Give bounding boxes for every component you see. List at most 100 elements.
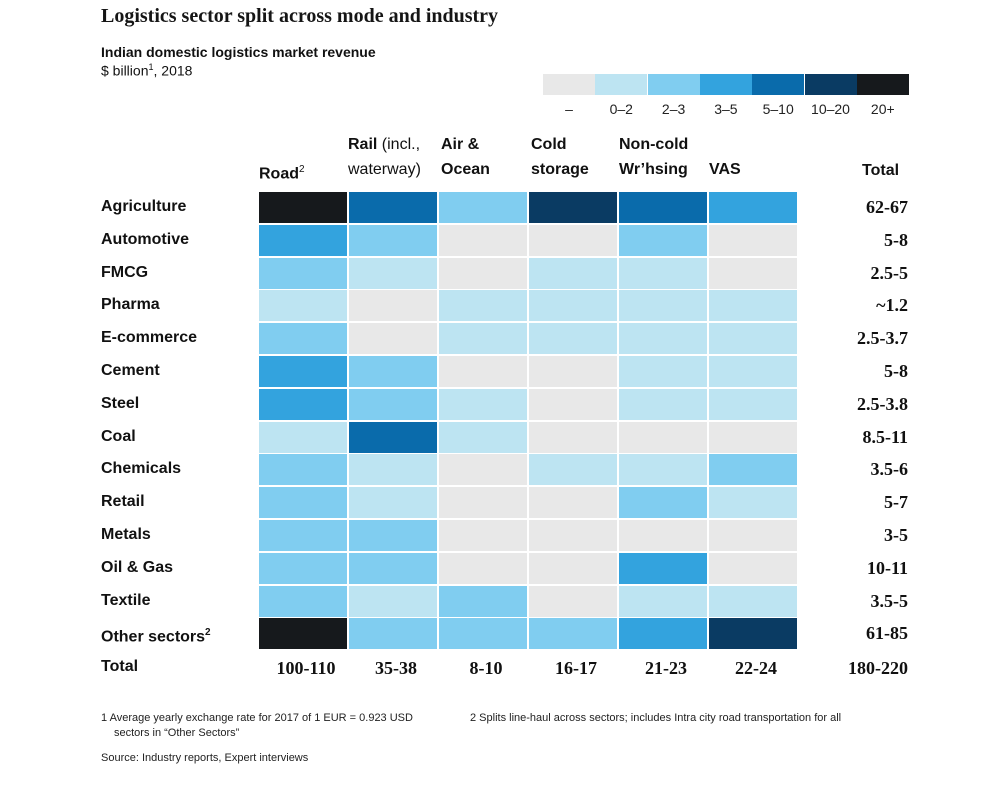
grand-total: 180-220 (848, 658, 908, 678)
heatmap-cell (529, 421, 617, 453)
column-total: 16-17 (555, 658, 597, 678)
heatmap-cell (259, 618, 347, 650)
row-label-text: Agriculture (101, 198, 187, 215)
row-label: Steel (101, 394, 139, 414)
heatmap-cell (529, 585, 617, 617)
heatmap-cell (349, 421, 437, 453)
column-header-line2: Road2 (259, 157, 305, 186)
heatmap-cell (259, 323, 347, 355)
source-note: Source: Industry reports, Expert intervi… (101, 752, 309, 764)
heatmap-cell (709, 356, 797, 387)
heatmap-cell (709, 323, 797, 355)
heatmap-cell (349, 520, 437, 551)
row-label-text: Coal (101, 427, 136, 445)
column-header-line1-bold: Rail (348, 136, 378, 153)
heatmap-cell (259, 192, 347, 223)
column-header-line2: waterway) (348, 157, 421, 182)
heatmap-cell (709, 388, 797, 420)
total-column-header: Total (862, 162, 900, 179)
row-total: 2.5-5 (870, 262, 909, 283)
heatmap-cell (349, 487, 437, 519)
column-total: 8-10 (469, 658, 503, 678)
heatmap-cell (259, 257, 347, 289)
heatmap-cell (259, 585, 347, 617)
heatmap-cell (439, 520, 527, 551)
row-total: 2.5-3.8 (857, 393, 908, 414)
row-label: FMCG (101, 263, 148, 283)
heatmap-cell (439, 421, 527, 453)
heatmap-cell (619, 454, 707, 486)
heatmap-cell (709, 552, 797, 584)
heatmap-cell (619, 192, 707, 223)
column-header-line2-bold: storage (531, 161, 589, 178)
column-header-line1: Cold (531, 132, 589, 157)
legend-label: 10–20 (811, 101, 850, 117)
heatmap-cell (619, 290, 707, 322)
heatmap-cell (439, 192, 527, 223)
row-total: 3.5-6 (870, 459, 909, 480)
heatmap-cell (709, 192, 797, 223)
heatmap-cell (529, 290, 617, 322)
heatmap-cell (349, 356, 437, 387)
row-label-text: Oil & Gas (101, 558, 174, 576)
heatmap-cell (709, 257, 797, 289)
heatmap-cell (439, 552, 527, 584)
column-header-line1: Non-cold (619, 132, 688, 157)
row-label: Automotive (101, 230, 189, 250)
legend-swatch (856, 74, 909, 95)
heatmap-cell (259, 224, 347, 256)
units-prefix: $ billion (101, 62, 149, 79)
heatmap-cell (259, 520, 347, 551)
heatmap-cell (709, 618, 797, 650)
row-label-text: Automotive (101, 230, 189, 248)
heatmap-cell (709, 585, 797, 617)
heatmap-cell (349, 585, 437, 617)
heatmap-cell (439, 487, 527, 519)
heatmap-cell (259, 421, 347, 453)
column-total: 22-24 (735, 658, 777, 678)
row-total: 5-8 (884, 229, 908, 250)
heatmap-cell (259, 388, 347, 420)
heatmap-cell (439, 323, 527, 355)
heatmap-cell (349, 454, 437, 486)
row-label-text: Steel (101, 394, 140, 412)
heatmap-cell (349, 618, 437, 650)
units-label: $ billion1, 2018 (101, 62, 192, 79)
row-label-text: Metals (101, 526, 151, 543)
heatmap-cell (529, 520, 617, 551)
row-total: 8.5-11 (862, 426, 908, 447)
row-label: E-commerce (101, 328, 197, 348)
heatmap-cell (529, 388, 617, 420)
heatmap-cell (709, 520, 797, 551)
heatmap-cell (439, 356, 527, 387)
column-header-line2: storage (531, 157, 589, 182)
heatmap-cell (619, 487, 707, 519)
legend-swatch (647, 74, 700, 95)
row-label: Pharma (101, 295, 160, 315)
heatmap-cell (259, 290, 347, 322)
column-header: Non-cold Wr’hsing (619, 132, 688, 182)
heatmap-cell (709, 454, 797, 486)
legend-swatch (804, 74, 857, 95)
column-total: 100-110 (276, 658, 336, 678)
heatmap-cell (529, 454, 617, 486)
heatmap-cell (439, 454, 527, 486)
heatmap-cell (439, 290, 527, 322)
heatmap-cell (259, 356, 347, 387)
row-label-text: E-commerce (101, 329, 198, 347)
row-label-text: Other sectors (101, 628, 206, 646)
heatmap-cell (529, 224, 617, 256)
column-header-line2-light: waterway) (348, 161, 421, 178)
units-footnote-mark: 1 (148, 62, 154, 72)
total-row-label: Total (101, 658, 139, 675)
column-header: Air & Ocean (441, 132, 490, 182)
row-total: 5-7 (884, 492, 908, 513)
row-label: Cement (101, 361, 160, 381)
chart-title: Logistics sector split across mode and i… (101, 5, 499, 27)
legend-label: 20+ (870, 101, 895, 117)
heatmap-cell (529, 618, 617, 650)
column-header-line1-light: (incl., (377, 136, 421, 153)
column-header: Rail (incl., waterway) (348, 132, 421, 182)
legend-label: – (565, 101, 573, 117)
row-label: Metals (101, 525, 151, 545)
